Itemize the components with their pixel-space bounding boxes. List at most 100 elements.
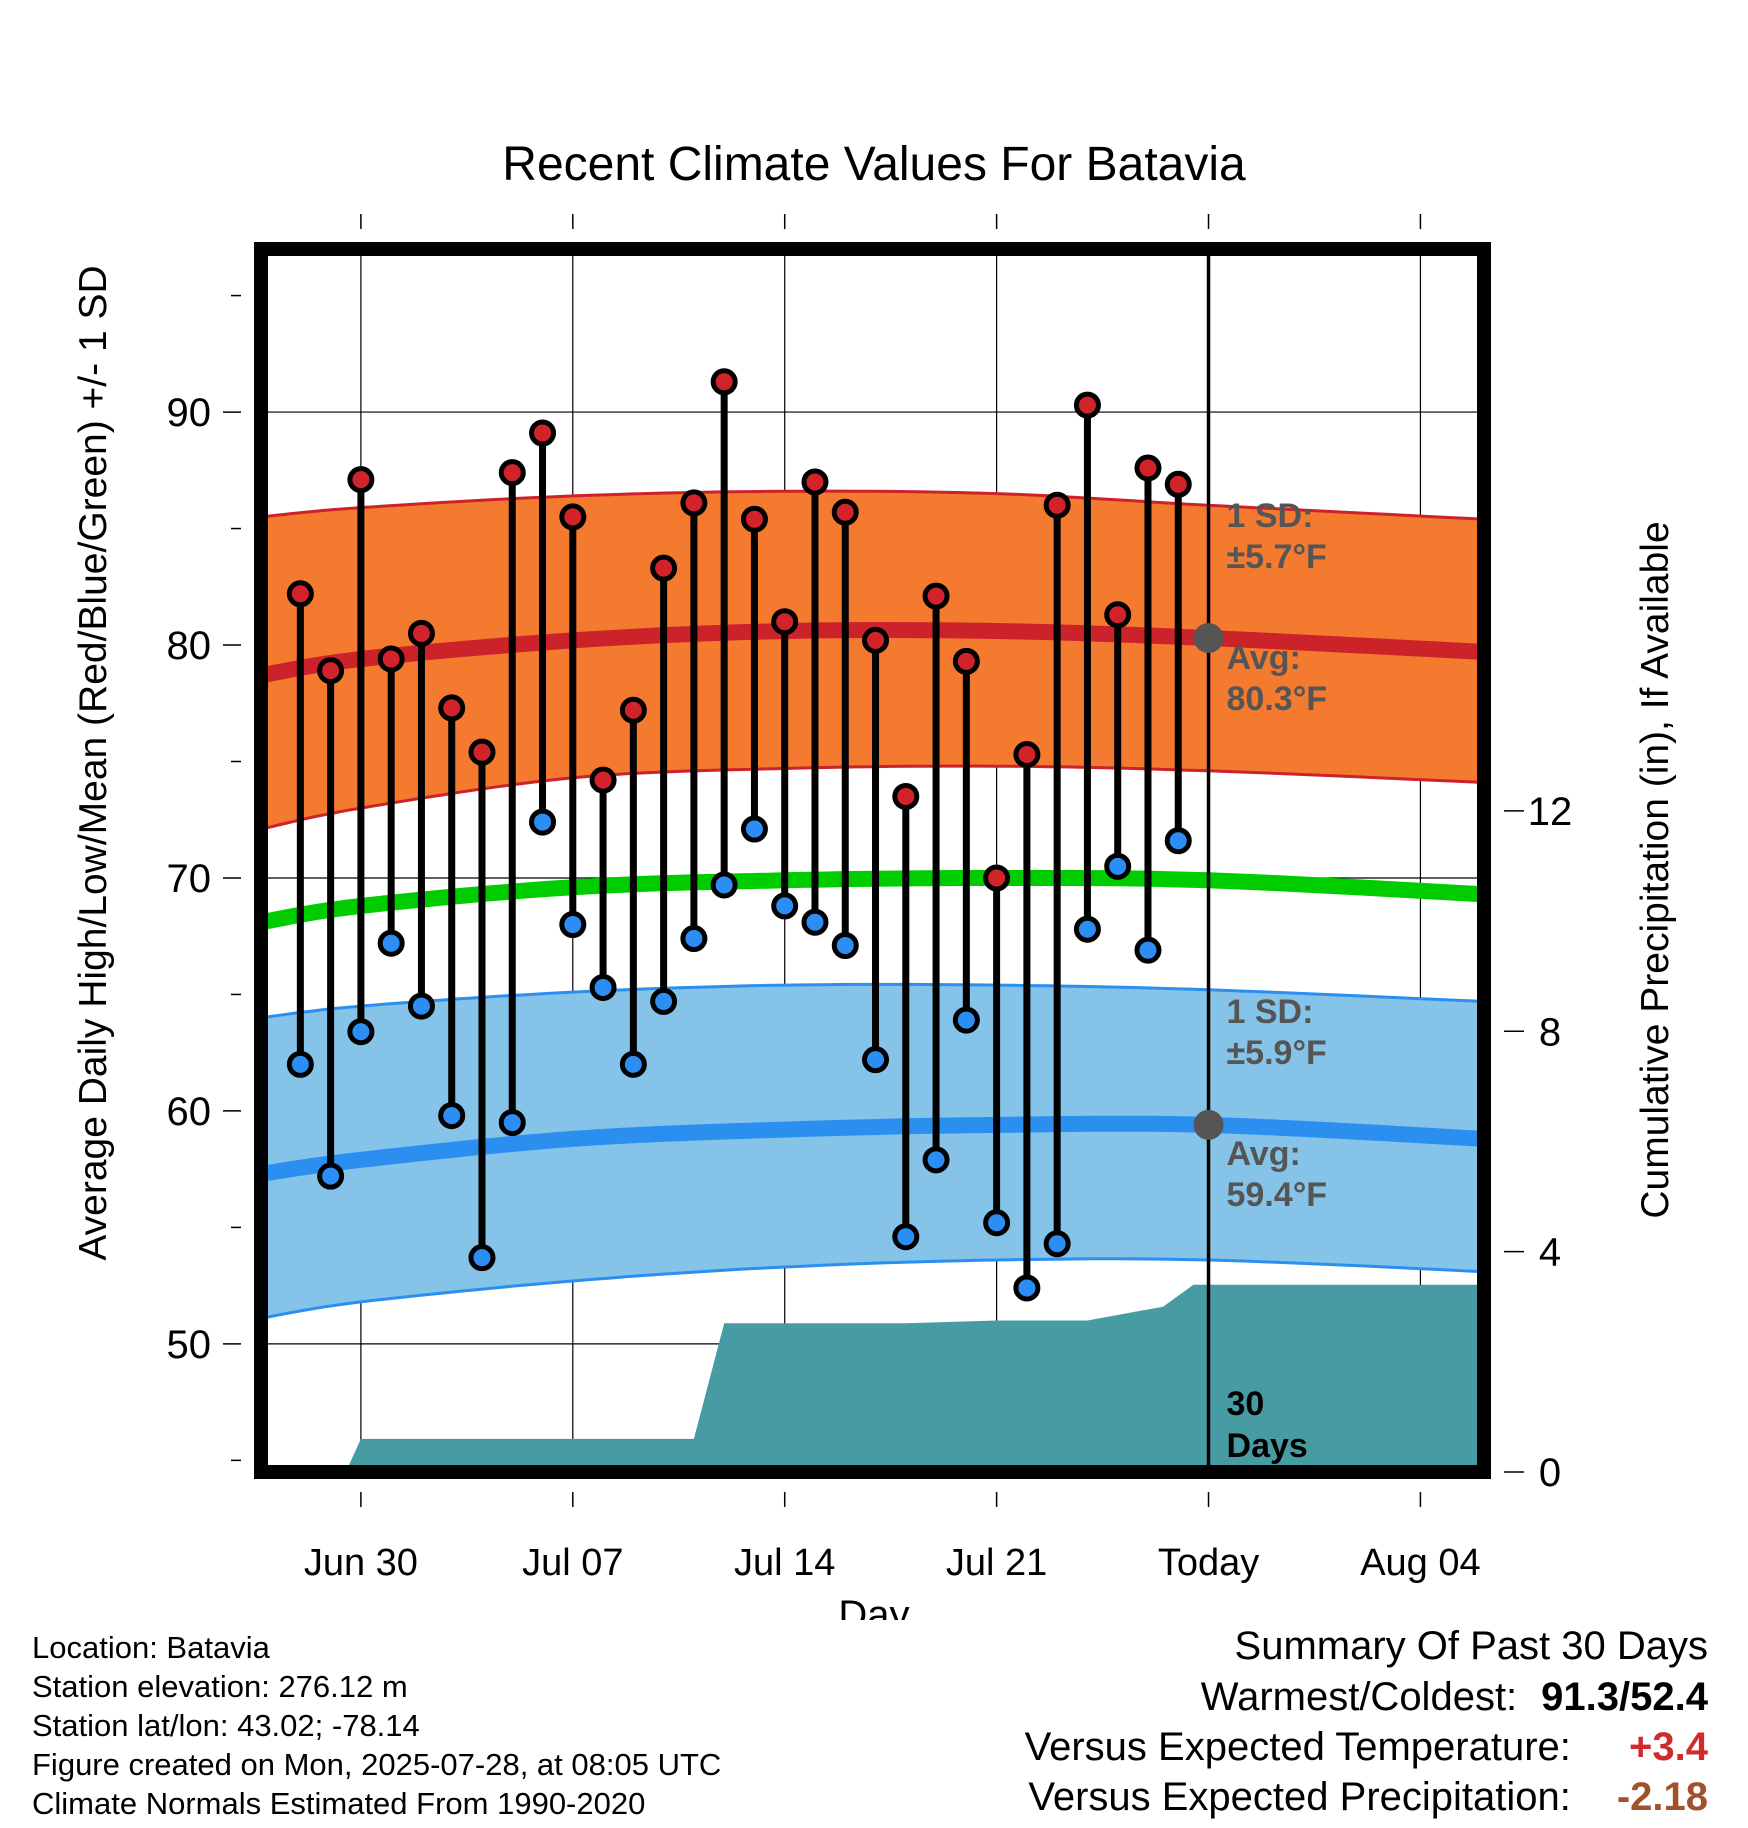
daily-low-marker [407,992,435,1020]
elevation-text: Station elevation: 276.12 m [32,1669,408,1704]
axes: 50 60 70 80 90 0 4 8 12 Jun 30 Jul 07 Jul 14 Jul 21 T… [167,214,1573,1584]
y2-tick-label: 0 [1539,1451,1561,1495]
y2-tick-label: 8 [1539,1010,1561,1054]
daily-high-marker [1104,601,1132,629]
station-info: Location: Batavia Station elevation: 276… [32,1628,721,1823]
x-tick-label: Jul 07 [522,1542,623,1584]
daily-low-marker [1164,827,1192,855]
y-tick-label: 50 [167,1323,212,1367]
daily-low-marker [710,871,738,899]
daily-high-marker [377,645,405,673]
y-tick-label: 90 [167,391,212,435]
daily-low-marker [922,1146,950,1174]
temp-value: +3.4 [1629,1725,1708,1769]
daily-low-marker [347,1018,375,1046]
daily-low-marker [740,815,768,843]
daily-high-marker [589,766,617,794]
low-avg-label: Avg: [1227,1135,1301,1173]
x-tick-label: Jun 30 [304,1542,418,1584]
today-low-avg-marker [1193,1109,1224,1140]
x-tick-label: Jul 21 [946,1542,1047,1584]
daily-high-marker [1073,391,1101,419]
daily-low-marker [619,1050,647,1078]
daily-high-marker [559,503,587,531]
precip-area [261,1284,1484,1472]
daily-low-marker [377,929,405,957]
daily-low-marker [892,1223,920,1251]
low-sd-label: 1 SD: [1227,993,1314,1031]
daily-high-marker [862,626,890,654]
summary-title: Summary Of Past 30 Days [1234,1624,1708,1668]
daily-low-marker [1073,915,1101,943]
y-tick-label: 70 [167,857,212,901]
daily-low-marker [801,908,829,936]
x-tick-label: Aug 04 [1360,1542,1480,1584]
climate-chart: Recent Climate Values For Batavia 1 SD:±… [72,138,1677,1620]
y2-tick-label: 4 [1539,1231,1561,1275]
low-avg-value: 59.4°F [1227,1176,1328,1214]
daily-high-marker [529,419,557,447]
daily-high-marker [498,459,526,487]
daily-low-marker [1104,852,1132,880]
precip-label: Versus Expected Precipitation: [1028,1775,1571,1819]
temp-label: Versus Expected Temperature: [1024,1725,1571,1769]
daily-high-marker [317,657,345,685]
daily-low-marker [286,1050,314,1078]
high-avg-value: 80.3°F [1227,680,1328,718]
daily-high-marker [468,738,496,766]
high-sd-label: 1 SD: [1227,497,1314,535]
x-tick-label: Jul 14 [734,1542,835,1584]
y2-axis-label: Cumulative Precipitation (in), If Availa… [1634,521,1677,1218]
daily-high-marker [407,619,435,647]
daily-low-marker [1043,1230,1071,1258]
daily-high-marker [1134,454,1162,482]
daily-low-marker [1134,936,1162,964]
daily-high-marker [680,489,708,517]
high-sd-value: ±5.7°F [1227,538,1327,576]
warm-cold-row: Warmest/Coldest: 91.3/52.4 [1025,1672,1708,1722]
warm-cold-label: Warmest/Coldest: [1200,1675,1518,1719]
y-tick-label: 60 [167,1090,212,1134]
daily-low-marker [529,808,557,836]
daily-high-marker [650,554,678,582]
daily-low-marker [498,1109,526,1137]
daily-low-marker [468,1244,496,1272]
daily-high-marker [983,864,1011,892]
daily-low-marker [862,1046,890,1074]
daily-high-marker [1043,491,1071,519]
precip-days-number: 30 [1227,1385,1265,1423]
y2-tick-label: 12 [1528,790,1573,834]
chart-title: Recent Climate Values For Batavia [502,138,1246,191]
high-avg-label: Avg: [1227,639,1301,677]
daily-high-marker [438,694,466,722]
x-tick-label: Today [1158,1542,1259,1584]
daily-low-marker [650,987,678,1015]
summary-panel: Summary Of Past 30 Days Warmest/Coldest:… [1025,1620,1708,1822]
daily-low-marker [1013,1274,1041,1302]
daily-high-marker [771,608,799,636]
daily-high-marker [710,368,738,396]
daily-low-marker [589,973,617,1001]
created-text: Figure created on Mon, 2025-07-28, at 08… [32,1747,722,1782]
daily-low-marker [952,1006,980,1034]
location-text: Location: Batavia [32,1630,270,1665]
temp-row: Versus Expected Temperature: +3.4 [1025,1722,1708,1772]
warm-cold-value: 91.3/52.4 [1541,1675,1708,1719]
precip-value: -2.18 [1616,1775,1708,1819]
latlon-text: Station lat/lon: 43.02; -78.14 [32,1708,420,1743]
daily-high-marker [831,498,859,526]
daily-high-marker [740,505,768,533]
today-high-avg-marker [1193,623,1224,654]
y-tick-label: 80 [167,624,212,668]
low-sd-value: ±5.9°F [1227,1034,1327,1072]
daily-high-marker [1164,470,1192,498]
daily-low-marker [680,925,708,953]
daily-low-marker [983,1209,1011,1237]
daily-low-marker [317,1162,345,1190]
daily-low-marker [559,911,587,939]
low-sd-band [261,982,1484,1320]
daily-low-marker [771,892,799,920]
normals-text: Climate Normals Estimated From 1990-2020 [32,1786,646,1821]
daily-low-marker [831,932,859,960]
